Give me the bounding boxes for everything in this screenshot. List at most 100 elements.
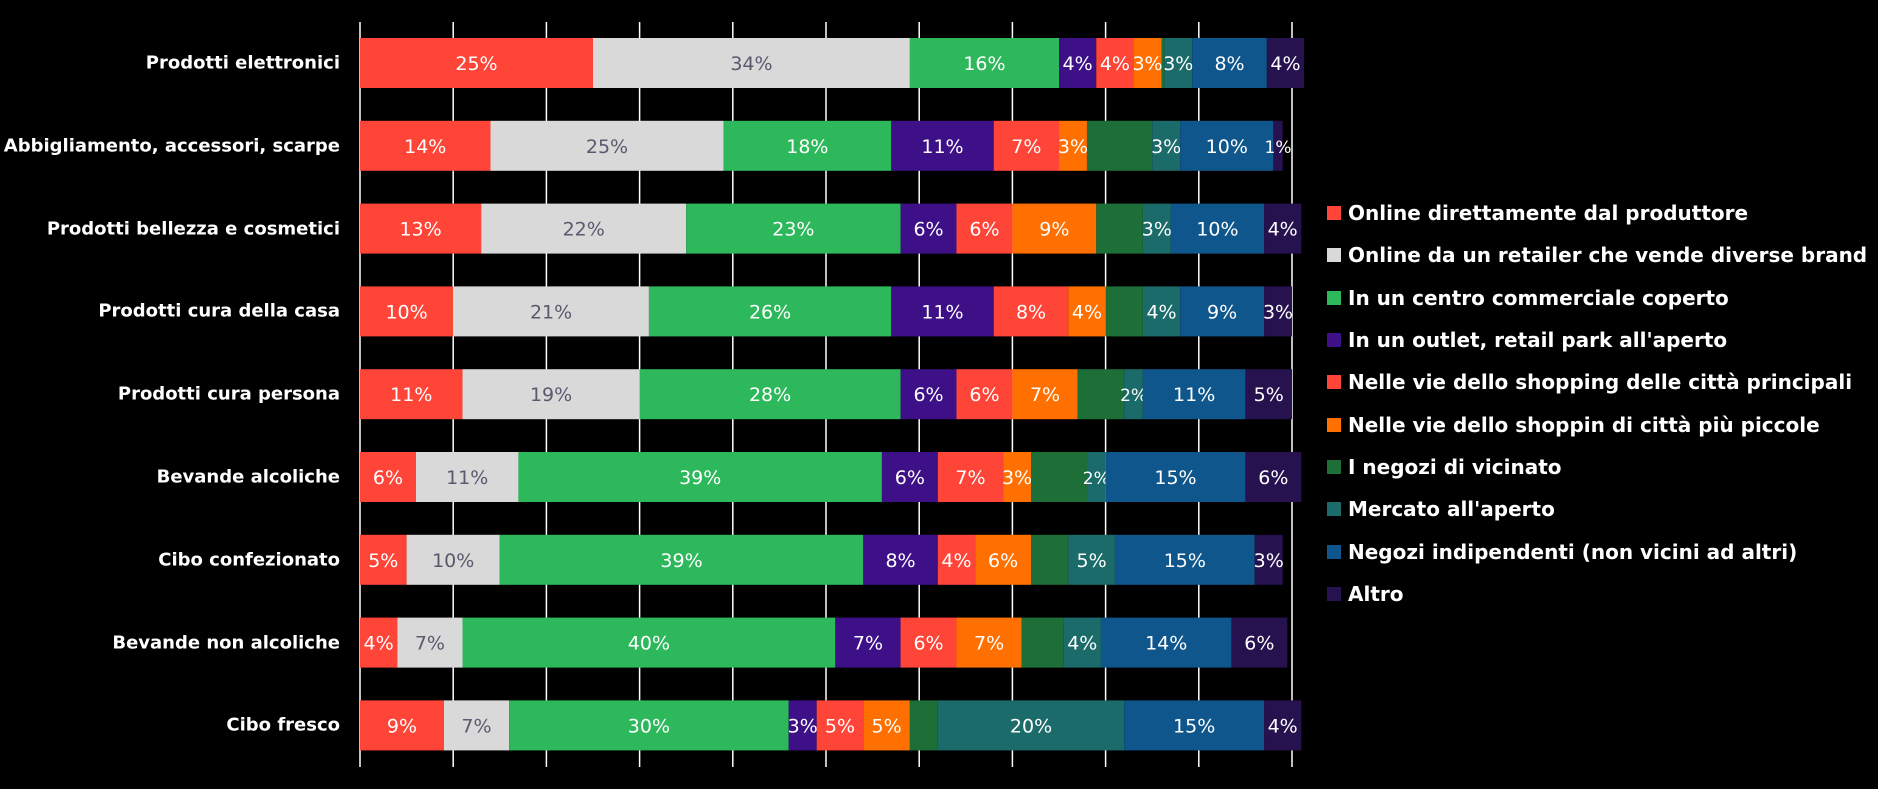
data-label: 4% (1100, 53, 1130, 75)
data-label: 6% (373, 467, 403, 489)
bar-segment (1096, 203, 1143, 254)
category-label: Abbigliamento, accessori, scarpe (3, 135, 340, 157)
data-label: 6% (969, 219, 999, 241)
bar-segment (993, 120, 1059, 171)
bar-segment (648, 286, 892, 337)
bar-segment (937, 534, 976, 585)
bar-segment (360, 452, 416, 502)
bar-segment (1124, 369, 1143, 420)
legend-label: Altro (1348, 581, 1404, 606)
data-label: 11% (446, 467, 488, 489)
bar-segment (443, 700, 510, 751)
data-label: 7% (955, 467, 985, 489)
data-label: 26% (749, 301, 791, 323)
data-label: 39% (660, 550, 702, 572)
bar-segment (1161, 38, 1165, 88)
bar-segment (900, 203, 957, 254)
bar-segment (360, 286, 454, 337)
data-label: 6% (913, 633, 943, 655)
bar-segment (518, 452, 882, 502)
data-label: 7% (974, 633, 1004, 655)
category-label: Prodotti elettronici (145, 52, 340, 74)
bar-segment (360, 120, 491, 171)
legend-swatch (1327, 417, 1341, 432)
legend-label: I negozi di vicinato (1348, 454, 1562, 479)
legend-label: In un outlet, retail park all'aperto (1348, 328, 1728, 353)
data-label: 9% (1207, 301, 1237, 323)
bar-segment (863, 700, 910, 751)
bar-segment (1031, 452, 1087, 502)
data-label: 7% (1030, 384, 1060, 406)
bar-segment (1124, 700, 1265, 751)
data-label: 21% (530, 301, 572, 323)
data-label: 18% (786, 136, 828, 158)
category-label: Cibo confezionato (158, 549, 340, 571)
legend-label: Nelle vie dello shopping delle città pri… (1348, 370, 1853, 395)
data-label: 20% (1010, 715, 1052, 737)
data-label: 8% (1214, 53, 1244, 75)
data-label: 10% (385, 301, 427, 323)
bar-segment (462, 369, 640, 420)
bar-segment (1264, 203, 1302, 254)
bar-segment (1012, 203, 1097, 254)
bar-segment (1264, 700, 1302, 751)
legend-label: Negozi indipendenti (non vicini ad altri… (1348, 539, 1798, 564)
data-label: 5% (368, 550, 398, 572)
data-label: 7% (461, 715, 491, 737)
bar-segment (1114, 534, 1255, 585)
bar-segment (593, 38, 910, 88)
data-label: 11% (921, 136, 963, 158)
data-label: 4% (1268, 219, 1298, 241)
bar-segment (1180, 286, 1265, 337)
data-label: 9% (1039, 219, 1069, 241)
data-label: 10% (1206, 136, 1248, 158)
legend-label: Nelle vie dello shoppin di città più pic… (1348, 412, 1820, 437)
data-label: 30% (628, 715, 670, 737)
data-label: 1% (1265, 138, 1292, 158)
bar-segment (1105, 286, 1143, 337)
data-label: 4% (1270, 53, 1300, 75)
bar-segment (1164, 38, 1193, 88)
bar-segment (1105, 452, 1246, 502)
bar-segment (1266, 38, 1305, 88)
data-label: 15% (1154, 467, 1196, 489)
bar-segment (788, 700, 817, 751)
bar-segment (1142, 203, 1171, 254)
bar-segment (1264, 286, 1292, 337)
data-label: 4% (1067, 633, 1097, 655)
bar-segment (1273, 120, 1283, 171)
bar-segment (937, 452, 1004, 502)
legend-swatch (1327, 459, 1341, 474)
bar-segment (686, 203, 901, 254)
bar-segment (1254, 534, 1283, 585)
data-label: 4% (1268, 715, 1298, 737)
legend-swatch (1327, 290, 1341, 305)
bar-segment (909, 38, 1059, 88)
data-label: 5% (1254, 384, 1284, 406)
bar-segment (415, 452, 519, 502)
bar-segment (1152, 120, 1181, 171)
data-label: 6% (913, 219, 943, 241)
bar-segment (360, 534, 407, 585)
bar-segment (1012, 369, 1078, 420)
bar-segment (360, 203, 482, 254)
legend-swatch (1327, 586, 1341, 601)
bar-segment (975, 534, 1032, 585)
bar-segment (360, 700, 444, 751)
data-label: 11% (921, 301, 963, 323)
bar-segment (723, 120, 892, 171)
data-label: 6% (969, 384, 999, 406)
bar-segment (956, 203, 1013, 254)
data-label: 7% (415, 633, 445, 655)
data-label: 6% (895, 467, 925, 489)
bar-segment (993, 286, 1069, 337)
data-label: 15% (1164, 550, 1206, 572)
data-label: 9% (387, 715, 417, 737)
bar-segment (1068, 534, 1115, 585)
data-label: 6% (1244, 633, 1274, 655)
bar-segment (881, 452, 938, 502)
data-label: 10% (1196, 219, 1238, 241)
data-label: 4% (941, 550, 971, 572)
bar-segment (956, 617, 1022, 668)
data-label: 25% (455, 53, 497, 75)
